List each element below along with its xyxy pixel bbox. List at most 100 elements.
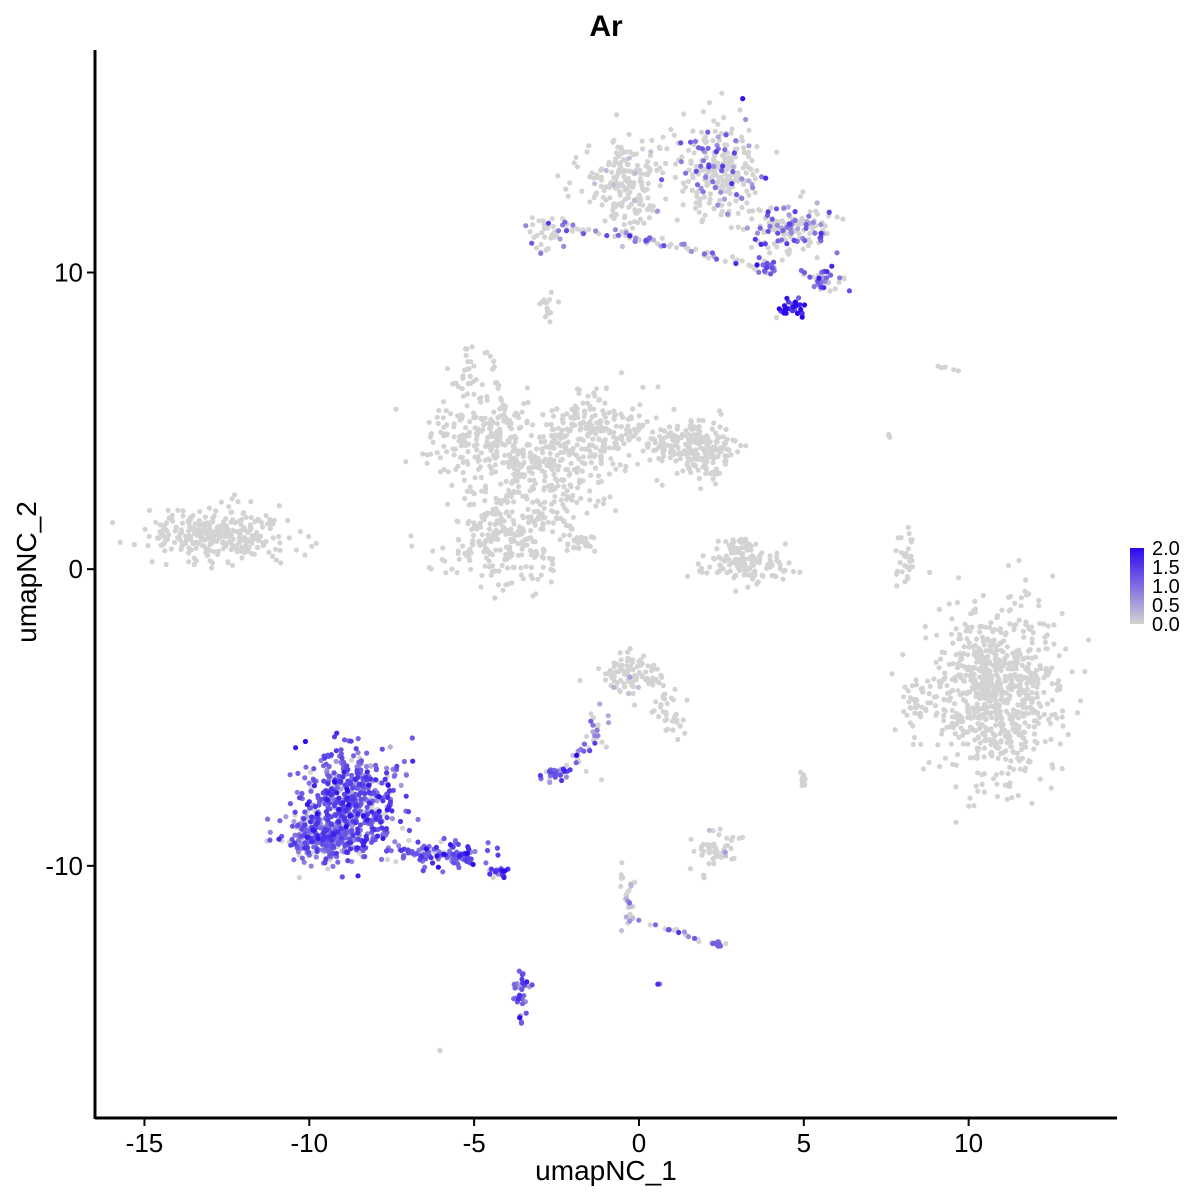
data-point [702,462,708,468]
data-point [244,539,250,546]
data-point [1008,758,1014,764]
data-point [292,840,298,846]
data-point [499,562,505,569]
data-point [618,433,625,439]
data-point [481,517,487,523]
data-point [977,725,983,731]
data-point [520,980,526,986]
data-point [548,508,555,514]
data-point [946,697,953,704]
data-point [593,386,600,392]
data-point [544,299,550,306]
data-point [957,631,963,638]
data-point [202,514,208,520]
data-point [270,535,276,541]
data-point [663,727,669,734]
data-point [523,564,529,570]
data-point [683,441,689,447]
data-point [599,739,605,745]
data-point [937,684,943,690]
data-point [484,538,490,544]
data-point [496,434,502,440]
data-point [464,850,471,856]
data-point [1024,681,1030,687]
data-point [832,286,838,292]
data-point [486,564,492,570]
data-point [1005,729,1011,735]
data-point [600,408,606,414]
data-point [539,510,545,517]
data-point [993,665,999,671]
data-point [733,192,740,198]
data-point [1049,697,1055,703]
data-point [559,456,565,462]
data-point [761,228,767,234]
data-point [1011,660,1017,666]
data-point [713,438,719,444]
data-point [973,783,979,789]
data-point [322,860,328,866]
data-point [527,477,533,483]
data-point [673,442,680,448]
data-point [631,702,638,708]
data-point [797,769,804,776]
data-point [955,672,962,678]
data-point [325,780,331,787]
data-point [278,560,284,566]
data-point [1065,731,1071,738]
data-point [283,814,289,820]
data-point [197,509,203,515]
data-point [467,419,473,425]
data-point [239,555,245,561]
data-point [520,529,526,535]
data-point [451,434,457,440]
data-point [939,727,946,733]
data-point [549,501,555,507]
data-point [702,212,708,218]
data-point [472,475,478,481]
data-point [629,225,636,231]
data-point [573,154,579,160]
data-point [554,478,560,484]
data-point [312,803,318,810]
data-point [1036,647,1042,653]
data-point [683,184,689,190]
data-point [659,235,665,241]
data-point [1011,665,1017,672]
data-point [678,159,684,165]
data-point [397,818,404,825]
data-point [998,738,1004,744]
data-point [542,438,548,445]
data-point [710,476,716,482]
data-point [525,535,532,542]
data-point [617,663,623,669]
data-point [470,542,476,548]
data-point [688,248,695,255]
data-point [977,624,983,630]
data-point [1063,646,1069,652]
data-point [440,399,447,405]
data-point [518,424,524,430]
data-point [595,479,602,485]
data-point [893,571,900,577]
data-point [701,872,707,878]
data-point [586,226,592,233]
data-point [215,551,221,558]
data-point [746,127,752,133]
data-point [904,712,910,718]
data-point [519,409,525,415]
data-point [567,180,573,186]
data-point [918,741,924,748]
data-point [523,1010,529,1016]
data-point [299,790,305,797]
data-point [538,250,544,256]
data-point [809,226,816,232]
data-point [266,549,272,555]
data-point [592,740,598,746]
data-point [548,458,554,464]
data-point [248,514,254,521]
x-tick-label: -5 [463,1128,486,1158]
data-point [436,407,442,414]
data-point [506,487,512,493]
data-point [780,576,786,582]
